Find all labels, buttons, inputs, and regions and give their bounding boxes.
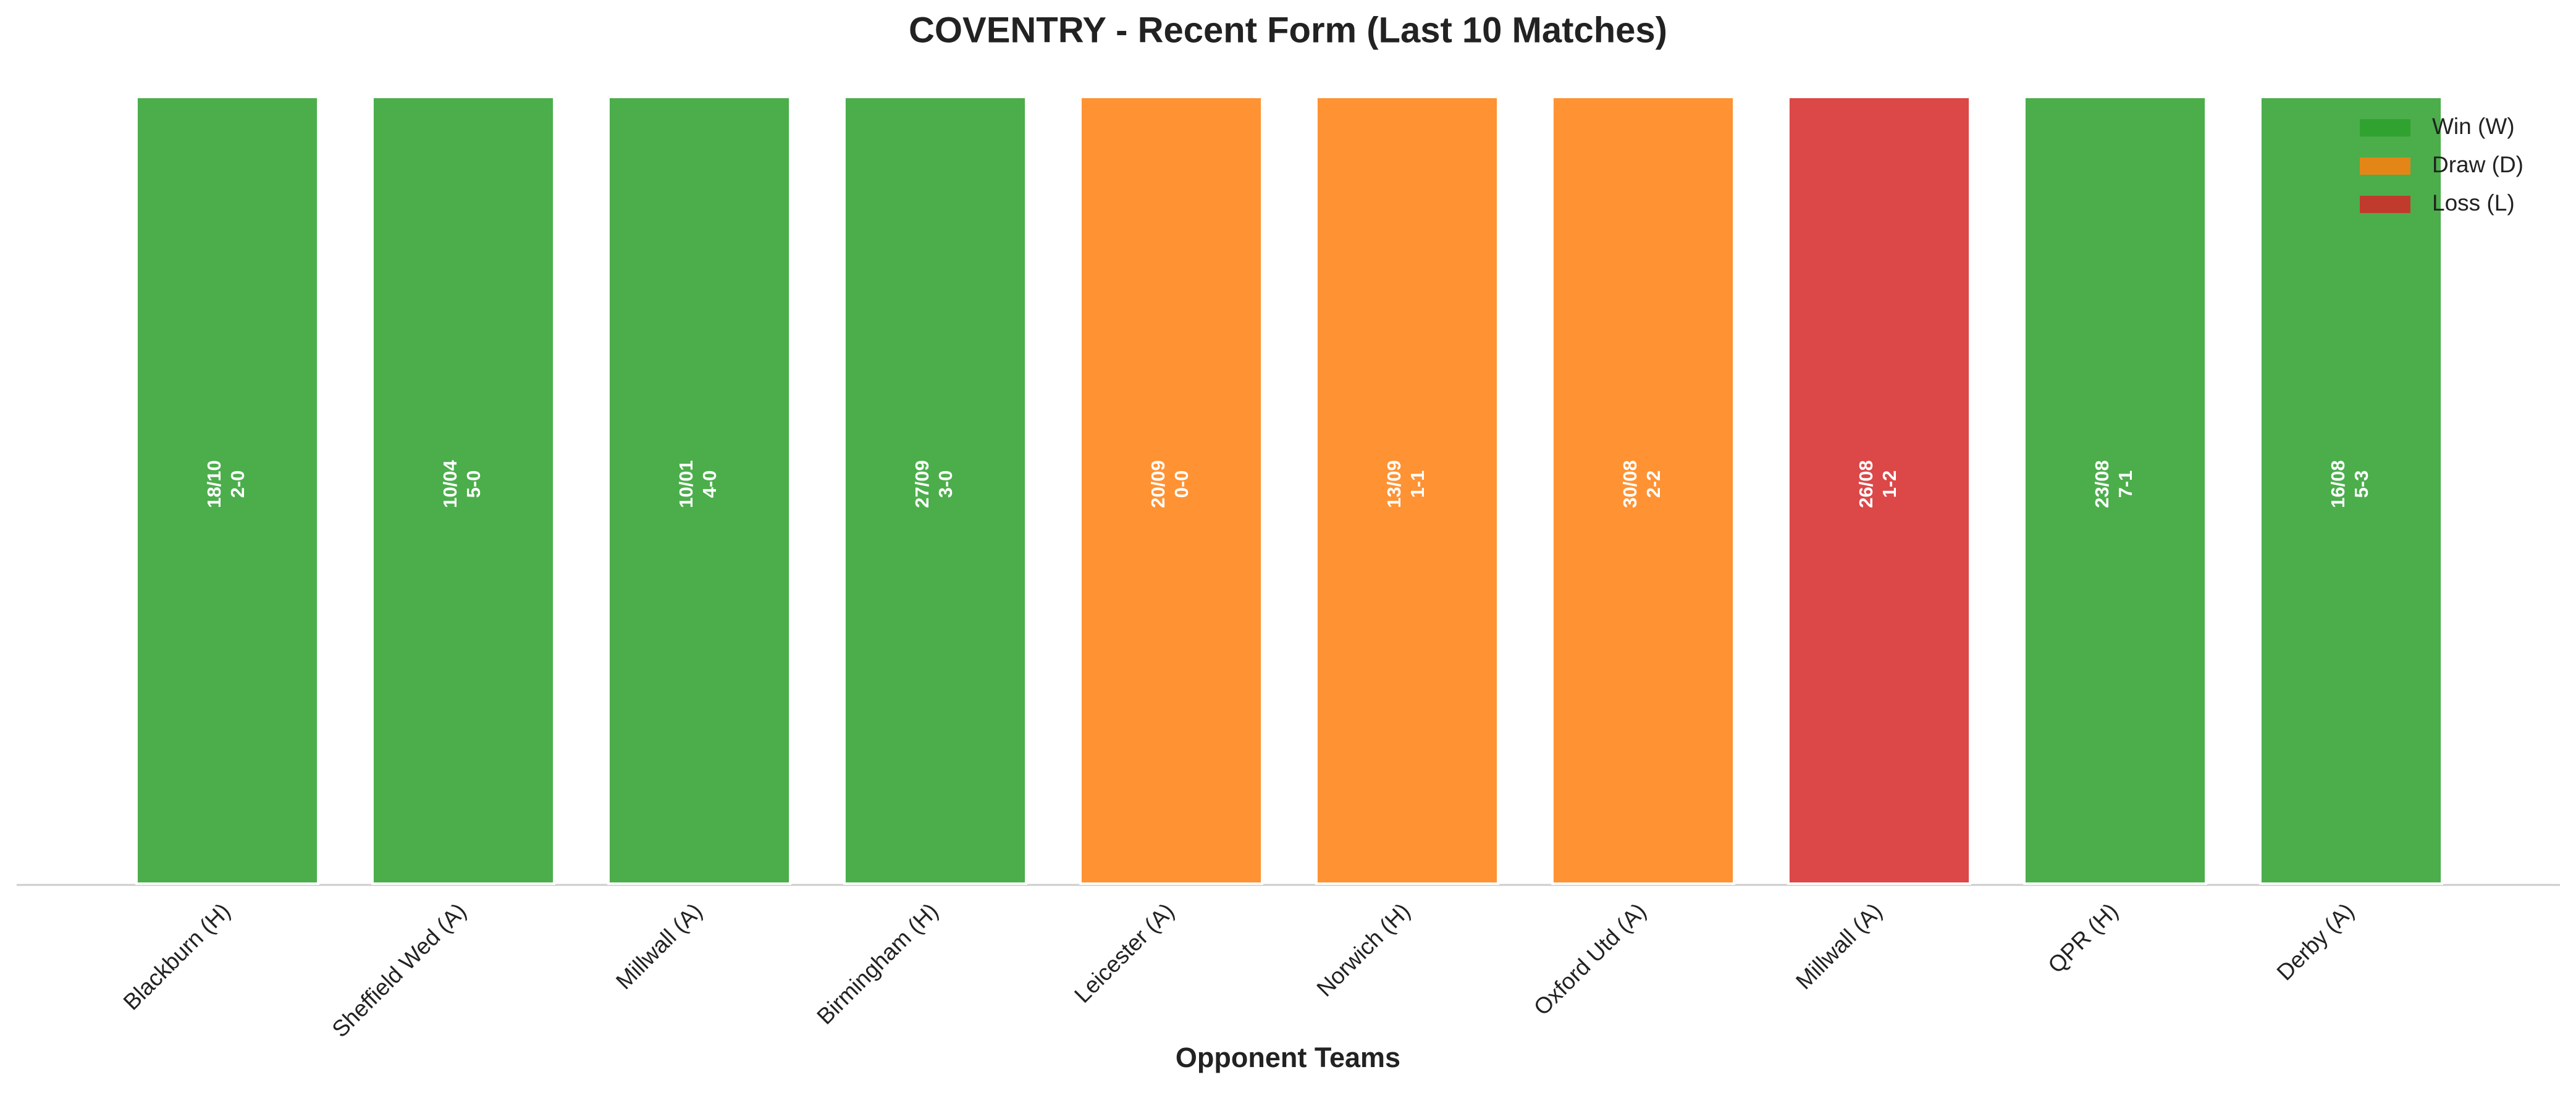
match-score: 1-2 (1879, 471, 1900, 498)
match-score: 7-1 (2115, 471, 2136, 498)
match-date: 13/09 (1383, 460, 1405, 508)
match-date: 10/01 (675, 460, 697, 508)
bar (371, 96, 556, 885)
match-date: 26/08 (1855, 460, 1877, 508)
bar (2258, 96, 2444, 885)
x-tick-label: Oxford Utd (A) (1529, 898, 1651, 1021)
match-score: 1-1 (1407, 471, 1428, 498)
x-tick-label: Sheffield Wed (A) (327, 898, 471, 1042)
match-score: 2-2 (1643, 471, 1664, 498)
x-tick-label: Blackburn (H) (119, 898, 235, 1015)
match-score: 0-0 (1171, 471, 1192, 498)
x-tick-label: Millwall (A) (611, 898, 707, 994)
match-score: 3-0 (935, 471, 956, 498)
legend-label: Loss (L) (2432, 190, 2515, 216)
match-score: 5-0 (463, 471, 484, 498)
legend-swatch (2360, 196, 2410, 213)
chart-title: COVENTRY - Recent Form (Last 10 Matches) (909, 10, 1667, 50)
x-tick-label: Norwich (H) (1311, 898, 1415, 1002)
bar (1551, 96, 1736, 885)
bar (843, 96, 1028, 885)
match-date: 23/08 (2091, 460, 2113, 508)
legend-swatch (2360, 119, 2410, 136)
match-date: 16/08 (2327, 460, 2349, 508)
x-tick-label: Birmingham (H) (812, 898, 943, 1029)
bar (135, 96, 320, 885)
match-score: 4-0 (699, 471, 720, 498)
match-date: 18/10 (203, 460, 225, 508)
match-date: 30/08 (1619, 460, 1641, 508)
bar (1787, 96, 1972, 885)
match-date: 27/09 (911, 460, 933, 508)
match-date: 20/09 (1147, 460, 1169, 508)
bar (607, 96, 792, 885)
x-tick-label: QPR (H) (2043, 898, 2123, 978)
x-tick-label: Derby (A) (2272, 898, 2359, 986)
match-score: 5-3 (2351, 471, 2372, 498)
x-axis-label: Opponent Teams (1176, 1042, 1400, 1073)
match-date: 10/04 (439, 459, 461, 508)
x-tick-label: Leicester (A) (1069, 898, 1179, 1008)
x-tick-label: Millwall (A) (1791, 898, 1887, 994)
legend-swatch (2360, 157, 2410, 175)
bar (2022, 96, 2208, 885)
legend-label: Draw (D) (2432, 152, 2523, 177)
bar (1315, 96, 1500, 885)
legend-label: Win (W) (2432, 114, 2515, 139)
bar (1079, 96, 1264, 885)
match-score: 2-0 (227, 471, 248, 498)
